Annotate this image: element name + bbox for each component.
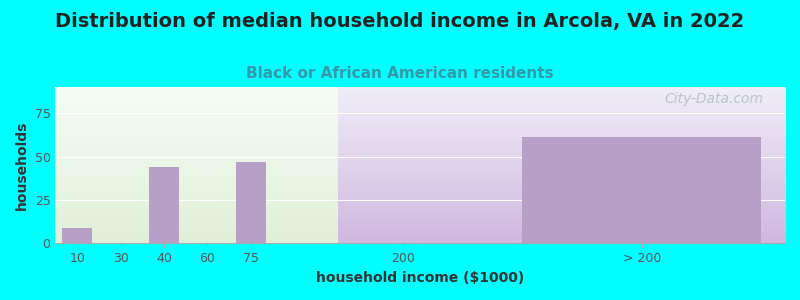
X-axis label: household income ($1000): household income ($1000) — [316, 271, 524, 285]
Text: City-Data.com: City-Data.com — [664, 92, 763, 106]
Bar — [62, 228, 92, 243]
Text: Black or African American residents: Black or African American residents — [246, 66, 554, 81]
Bar — [236, 162, 266, 243]
Text: Distribution of median household income in Arcola, VA in 2022: Distribution of median household income … — [55, 12, 745, 31]
Bar — [522, 137, 761, 243]
Bar — [149, 167, 179, 243]
Y-axis label: households: households — [15, 121, 29, 210]
